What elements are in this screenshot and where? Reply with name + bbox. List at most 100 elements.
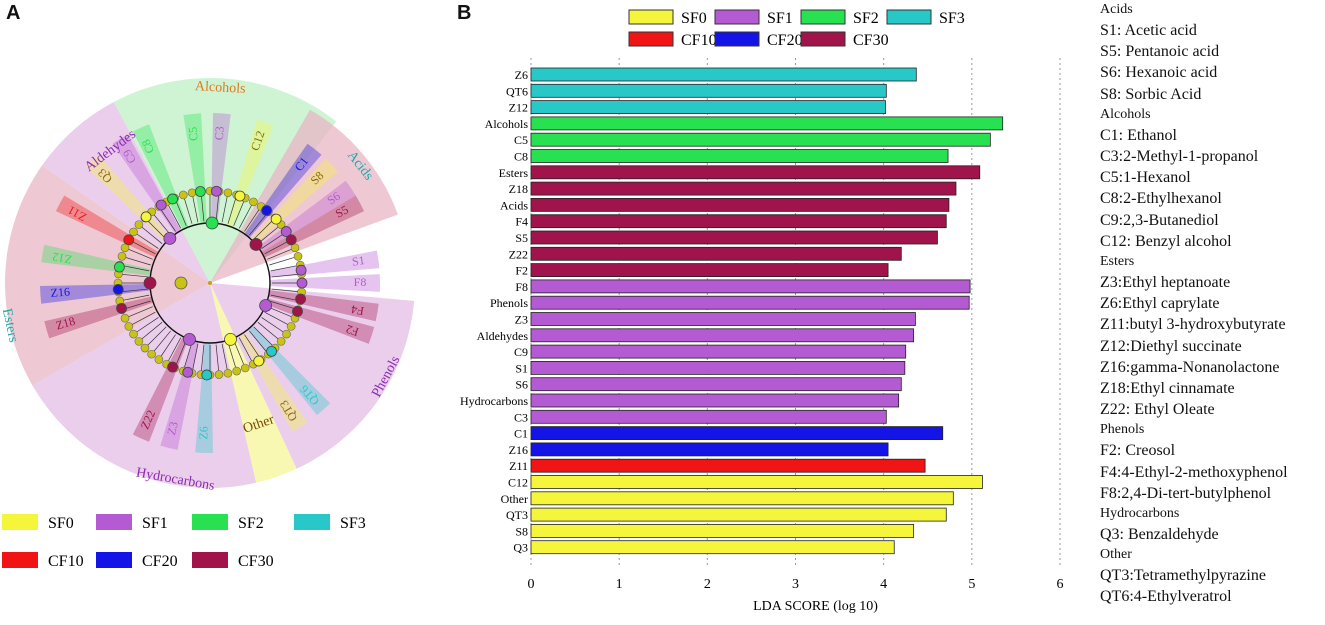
tree-branch — [267, 247, 296, 260]
tree-branch — [191, 192, 199, 223]
glossary-entry: Z22: Ethyl Oleate — [1100, 401, 1215, 419]
clado-legend-swatch-cf30 — [192, 552, 228, 568]
leaf-node-q3 — [140, 211, 152, 223]
bar-label-z22: Z22 — [509, 247, 528, 261]
glossary-entry: Z12:Diethyl succinate — [1100, 337, 1242, 355]
legend-swatch-sf0 — [628, 9, 674, 25]
tree-branch — [271, 288, 302, 293]
bar-c5 — [530, 132, 991, 147]
tree-branch — [124, 247, 153, 260]
bar-f8 — [530, 279, 971, 294]
tree-leaf-node — [134, 220, 144, 229]
x-tick-label: 0 — [528, 577, 535, 592]
tree-branch — [253, 326, 276, 349]
tree-branch — [166, 201, 182, 229]
bar-label-c5: C5 — [514, 133, 528, 147]
tree-branch — [166, 337, 182, 365]
leaf-label-z18: Z18 — [54, 314, 76, 333]
bar-c8 — [530, 149, 949, 163]
sector-hydrocarbons — [32, 283, 257, 488]
class-node-other — [224, 332, 237, 346]
tree-branch — [174, 340, 187, 369]
tree-branch — [118, 288, 149, 293]
glossary-heading: Acids — [1100, 2, 1133, 17]
tree-leaf-node — [129, 227, 138, 237]
leaf-node-s8 — [270, 213, 282, 225]
glossary-entry: S1: Acetic acid — [1100, 22, 1197, 39]
leaf-label-f8: F8 — [354, 275, 367, 289]
clado-legend-label-cf30: CF30 — [238, 553, 274, 570]
tree-branch — [151, 330, 171, 355]
glossary-entry: Z18:Ethyl cinnamate — [1100, 380, 1235, 397]
bar-label-c3: C3 — [514, 410, 528, 424]
bar-label-z3: Z3 — [515, 313, 528, 327]
bar-label-z12: Z12 — [509, 101, 528, 115]
tree-leaf-node — [293, 251, 303, 261]
tree-branch — [244, 334, 262, 360]
tree-leaf-node — [129, 329, 138, 339]
legend-swatch-cf10 — [628, 31, 674, 47]
glossary-entry: C1: Ethanol — [1100, 126, 1177, 144]
leaf-node-s5 — [285, 234, 297, 246]
legend-label-sf0: SF0 — [681, 10, 707, 27]
bar-s8 — [530, 524, 915, 538]
bar-label-alcohols: Alcohols — [485, 117, 529, 131]
leaf-label-s5: S5 — [333, 202, 351, 220]
bar-label-c8: C8 — [514, 150, 528, 164]
glossary-entry: C9:2,3-Butanediol — [1100, 211, 1219, 229]
tree-branch — [233, 197, 246, 226]
leaf-node-c5 — [194, 186, 206, 197]
tree-branch — [200, 344, 205, 375]
tree-branch — [158, 334, 176, 360]
tree-branch — [261, 317, 287, 335]
legend-swatch-sf2 — [800, 9, 846, 25]
leaf-label-c9: C9 — [120, 147, 139, 166]
tree-branch — [257, 322, 282, 342]
lda-bar-chart: SF0 SF1 SF2 SF3 CF10 CF20 CF30 0 1 2 3 4 5 6 LDA SCORE… — [460, 9, 1064, 614]
class-node-esters — [143, 276, 157, 290]
clado-legend-label-sf3: SF3 — [340, 515, 366, 532]
clado-legend-swatch-cf20 — [96, 552, 132, 568]
glossary-entry: F2: Creosol — [1100, 442, 1176, 460]
sector-other — [210, 283, 297, 483]
tree-branch — [133, 317, 159, 335]
panel-b-label: B — [457, 2, 472, 24]
leaf-node-f4 — [295, 293, 307, 305]
tree-branch — [138, 224, 163, 244]
bar-s6 — [530, 377, 902, 392]
bar-c1 — [530, 426, 944, 441]
leaf-node-c12 — [234, 190, 246, 202]
class-node-phenols — [259, 299, 273, 312]
clado-legend-swatch-sf0 — [2, 514, 38, 530]
bar-acids — [530, 197, 950, 212]
bar-c3 — [530, 409, 887, 424]
glossary-heading: Phenols — [1100, 422, 1145, 438]
tree-branch — [238, 201, 254, 229]
glossary-entry: S5: Pentanoic acid — [1100, 43, 1220, 61]
tree-root — [208, 281, 212, 285]
bar-label-c1: C1 — [514, 427, 528, 441]
bar-z22 — [530, 246, 902, 261]
tree-leaf-node — [223, 368, 233, 378]
tree-branch — [244, 206, 262, 232]
bar-phenols — [530, 295, 970, 310]
bar-label-s6: S6 — [515, 378, 528, 392]
x-tick-label: 5 — [968, 577, 975, 592]
glossary-entry: S8: Sorbic Acid — [1100, 85, 1202, 103]
clado-legend-swatch-sf1 — [96, 514, 132, 530]
tree-branch — [233, 340, 246, 369]
tree-branch — [257, 224, 282, 244]
tree-leaf-node — [214, 370, 224, 379]
bar-z18 — [530, 181, 957, 196]
clado-legend-swatch-sf3 — [294, 514, 330, 530]
leaf-node-c1 — [261, 205, 273, 216]
tree-branch — [221, 192, 229, 223]
leaf-node-c9 — [155, 199, 167, 211]
leaf-label-s1: S1 — [351, 253, 366, 269]
leaf-node-c8 — [167, 193, 178, 205]
bar-z11 — [530, 458, 926, 473]
tree-leaf-node — [249, 197, 258, 207]
tree-branch — [227, 194, 238, 224]
leaf-label-c8: C8 — [139, 137, 157, 155]
tree-branch — [144, 326, 167, 349]
